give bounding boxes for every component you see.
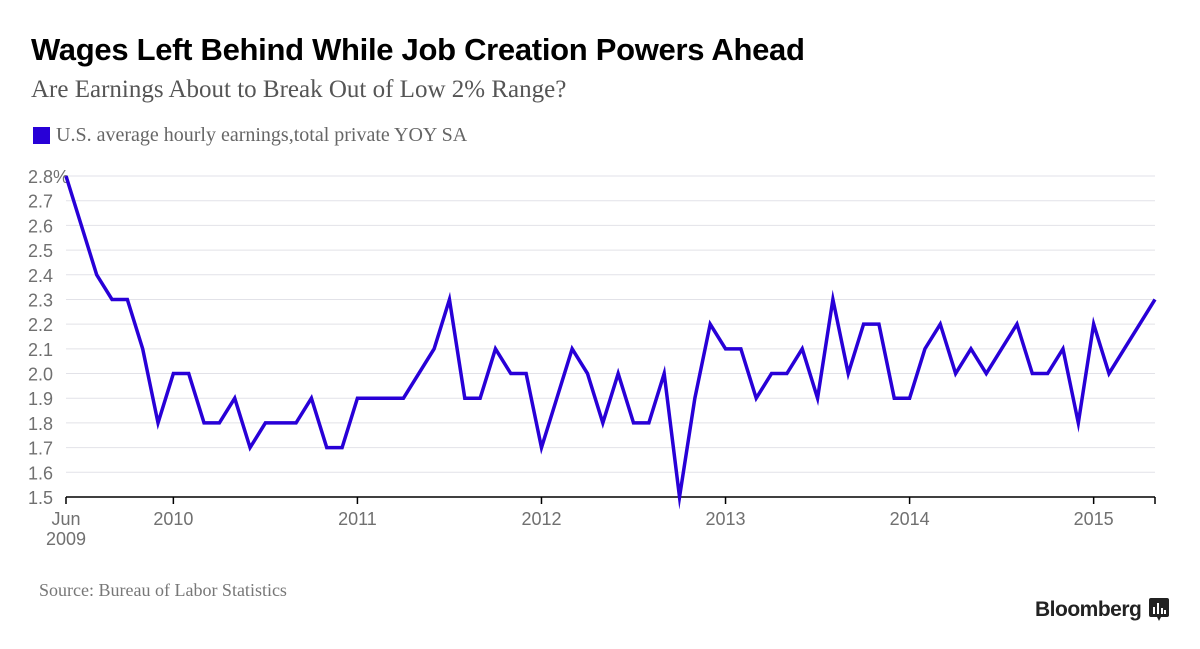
x-tick-label: 2015: [1074, 509, 1114, 529]
y-tick-label: 2.3: [28, 290, 53, 310]
y-tick-label: 2.7: [28, 192, 53, 212]
brand-logo: Bloomberg: [1035, 598, 1170, 622]
y-tick-label: 2.8%: [28, 167, 69, 187]
y-tick-label: 2.1: [28, 340, 53, 360]
source-note: Source: Bureau of Labor Statistics: [39, 580, 287, 600]
y-tick-label: 2.5: [28, 241, 53, 261]
gridlines: [66, 175, 1155, 473]
x-tick-label: 2010: [153, 509, 193, 529]
y-tick-label: 1.8: [28, 414, 53, 434]
series-line: [64, 175, 1157, 510]
y-tick-label: 2.2: [28, 315, 53, 335]
x-tick-label: 2012: [521, 509, 561, 529]
y-tick-label: 1.6: [28, 463, 53, 483]
bloomberg-chart-icon: [1149, 598, 1170, 621]
x-tick-label: Jun: [51, 509, 80, 529]
brand-name: Bloomberg: [1035, 598, 1142, 621]
x-tick-label: 2013: [706, 509, 746, 529]
y-tick-label: 1.5: [28, 488, 53, 508]
legend-swatch: [33, 127, 50, 144]
y-tick-label: 2.0: [28, 365, 53, 385]
y-tick-label: 1.7: [28, 439, 53, 459]
chart-title: Wages Left Behind While Job Creation Pow…: [31, 32, 805, 67]
y-tick-label: 2.4: [28, 266, 53, 286]
legend: U.S. average hourly earnings,total priva…: [33, 124, 467, 147]
x-tick-label: 2011: [338, 509, 377, 529]
y-tick-label: 2.6: [28, 216, 53, 236]
x-tick-label: 2014: [890, 509, 930, 529]
x-tick-label-year: 2009: [46, 529, 86, 549]
y-axis-ticks: 2.8% 2.7 2.6 2.5 2.4 2.3 2.2 2.1 2.0 1.9 1.8 1.7 1.6…: [28, 167, 69, 508]
legend-label: U.S. average hourly earnings,total priva…: [56, 124, 468, 146]
y-tick-label: 1.9: [28, 389, 53, 409]
chart-subtitle: Are Earnings About to Break Out of Low 2…: [31, 76, 567, 103]
series-layer: [64, 175, 1157, 510]
